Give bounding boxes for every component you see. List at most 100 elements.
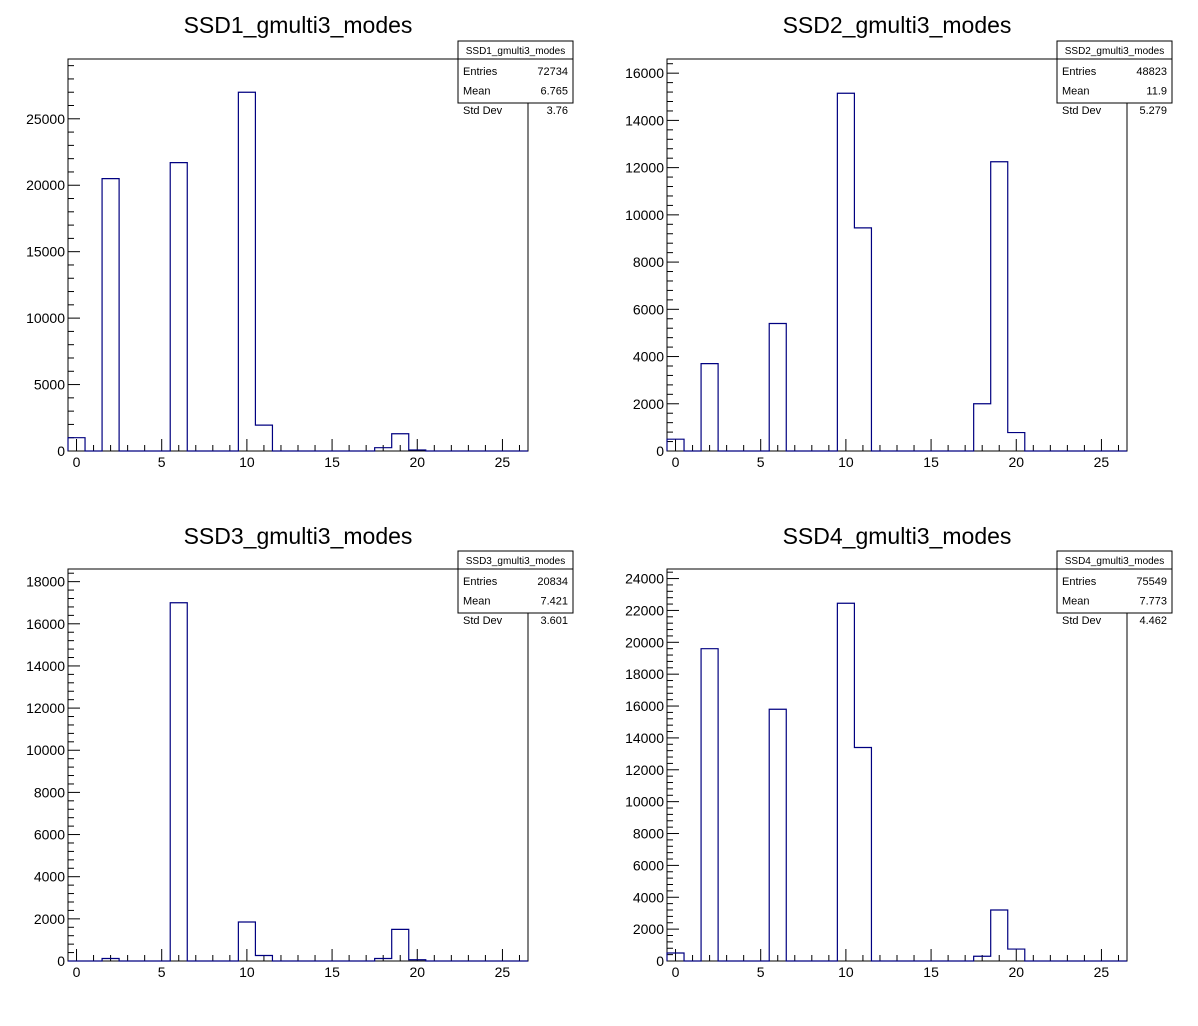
chart3-y-tick-label: 10000 [26, 742, 65, 758]
chart4-stats-value: 75549 [1136, 576, 1167, 588]
chart4-stats-label: Entries [1062, 576, 1097, 588]
chart3-frame [67, 568, 529, 962]
chart4-x-tick-label: 10 [838, 964, 854, 980]
chart1-stats-value: 3.76 [547, 105, 568, 117]
chart4-bin [701, 649, 718, 961]
chart3-y-tick-label: 0 [57, 953, 65, 969]
chart4-stats-value: 4.462 [1139, 615, 1167, 627]
chart1-histogram-outline [67, 91, 528, 452]
chart4-x-tick-label: 5 [757, 964, 765, 980]
chart3-x-tick-label: 15 [324, 964, 340, 980]
chart4-y-tick-label: 8000 [633, 826, 664, 842]
chart1-y-tick-label: 0 [57, 443, 65, 459]
chart3-y-tick-label: 8000 [34, 784, 65, 800]
chart1-y-tick-label: 10000 [26, 310, 65, 326]
chart4-stats-frame [1056, 550, 1173, 614]
chart1-x-tick-label: 10 [239, 454, 255, 470]
chart3-x-tick-label: 10 [239, 964, 255, 980]
chart1-bin [392, 434, 409, 451]
chart3-bin [255, 956, 272, 961]
chart2-stats-frame [1056, 40, 1173, 104]
chart4-stats-box: SSD4_gmulti3_modes Entries 75549 Mean 7.773 S… [1056, 550, 1173, 627]
chart2-y-tick-label: 14000 [625, 112, 664, 128]
chart3-stats-label: Mean [463, 596, 491, 608]
chart3-bin [375, 958, 392, 961]
chart2-stats-label: Entries [1062, 66, 1097, 78]
chart1-stats-box: SSD1_gmulti3_modes Entries 72734 Mean 6.765 S… [457, 40, 574, 117]
chart3-y-tick-label: 16000 [26, 616, 65, 632]
chart2-frame [666, 58, 1128, 452]
chart1-x-tick-label: 20 [409, 454, 425, 470]
chart4-y-tick-label: 10000 [625, 794, 664, 810]
chart3-y-tick-label: 14000 [26, 658, 65, 674]
chart1-stats-value: 72734 [537, 66, 568, 78]
chart4-x-tick-label: 25 [1094, 964, 1110, 980]
chart1-x-tick-label: 25 [495, 454, 511, 470]
chart4-y-tick-label: 18000 [625, 666, 664, 682]
chart1-x-tick-label: 5 [158, 454, 166, 470]
chart4-stats-label: Std Dev [1062, 615, 1102, 627]
chart3-stats-label: Std Dev [463, 615, 503, 627]
chart1-y-tick-label: 5000 [34, 377, 65, 393]
chart3-x-tick-label: 0 [73, 964, 81, 980]
chart4-x-tick-label: 20 [1008, 964, 1024, 980]
chart4-y-tick-label: 24000 [625, 571, 664, 587]
chart2-y-tick-label: 6000 [633, 301, 664, 317]
chart3-stats-box: SSD3_gmulti3_modes Entries 20834 Mean 7.421 S… [457, 550, 574, 627]
chart3-bin [409, 960, 426, 961]
chart3-x-tick-label: 25 [495, 964, 511, 980]
chart2-bin [991, 162, 1008, 451]
chart2-stats-value: 11.9 [1146, 86, 1167, 98]
chart2-x-tick-label: 5 [757, 454, 765, 470]
chart4-bin [974, 956, 991, 961]
chart1-bin [238, 92, 255, 451]
chart1-bin [170, 163, 187, 451]
chart1-stats-frame [457, 40, 574, 104]
chart1-bin [68, 438, 85, 451]
chart1-stats-label: Std Dev [463, 105, 503, 117]
chart4-y-tick-label: 2000 [633, 921, 664, 937]
chart4-panel: SSD4_gmulti3_modes 0 5 10 15 20 25 0 2000 4000 600… [625, 523, 1173, 980]
chart3-stats-name: SSD3_gmulti3_modes [466, 556, 566, 567]
chart3-y-tick-label: 12000 [26, 700, 65, 716]
chart3-y-tick-label: 18000 [26, 574, 65, 590]
chart2-y-tick-label: 16000 [625, 65, 664, 81]
chart1-stats-label: Mean [463, 86, 491, 98]
chart2-x-tick-label: 10 [838, 454, 854, 470]
chart3-y-tick-label: 4000 [34, 869, 65, 885]
chart3-stats-value: 20834 [537, 576, 568, 588]
chart1-y-tick-label: 15000 [26, 244, 65, 260]
chart3-stats-value: 3.601 [540, 615, 568, 627]
chart4-bin [667, 953, 684, 961]
chart4-stats-label: Mean [1062, 596, 1090, 608]
chart2-y-tick-label: 12000 [625, 160, 664, 176]
chart3-bin [238, 922, 255, 961]
chart2-y-tick-label: 0 [656, 443, 664, 459]
chart1-bin [255, 425, 272, 451]
chart3-y-tick-label: 6000 [34, 827, 65, 843]
chart2-title: SSD2_gmulti3_modes [783, 12, 1012, 38]
chart3-panel: SSD3_gmulti3_modes 0 5 10 15 20 25 0 2000 4000 600… [26, 523, 574, 980]
chart2-x-tick-label: 0 [672, 454, 680, 470]
chart2-histogram-outline [666, 92, 1127, 452]
chart3-bin [102, 958, 119, 961]
chart1-bin [375, 448, 392, 451]
chart2-stats-value: 5.279 [1139, 105, 1167, 117]
chart2-y-tick-label: 8000 [633, 254, 664, 270]
chart4-y-tick-label: 14000 [625, 730, 664, 746]
chart2-bin [974, 404, 991, 451]
chart2-x-tick-label: 25 [1094, 454, 1110, 470]
chart4-bin [991, 910, 1008, 961]
chart1-y-tick-label: 20000 [26, 177, 65, 193]
chart2-stats-label: Std Dev [1062, 105, 1102, 117]
chart3-bin [392, 929, 409, 961]
chart4-stats-value: 7.773 [1139, 596, 1167, 608]
chart1-bin [409, 450, 426, 451]
chart2-y-tick-label: 2000 [633, 396, 664, 412]
chart2-stats-value: 48823 [1136, 66, 1167, 78]
chart4-bin [769, 709, 786, 961]
chart4-y-tick-label: 0 [656, 953, 664, 969]
chart2-stats-name: SSD2_gmulti3_modes [1065, 46, 1165, 57]
